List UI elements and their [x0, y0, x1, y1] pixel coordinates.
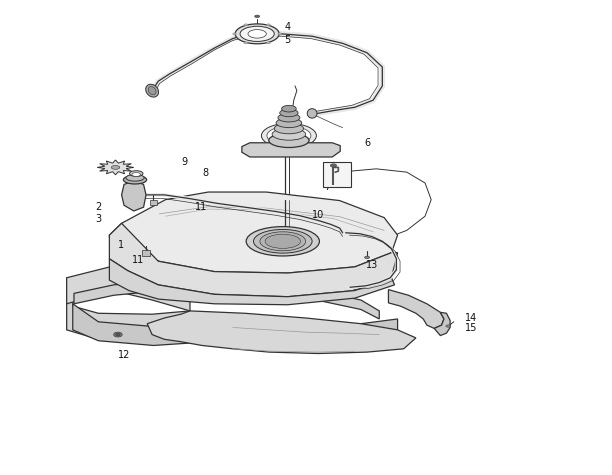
FancyBboxPatch shape [323, 162, 351, 187]
Text: 1: 1 [118, 239, 124, 249]
Polygon shape [97, 160, 134, 175]
Polygon shape [143, 250, 150, 256]
Ellipse shape [280, 109, 298, 117]
Ellipse shape [124, 175, 147, 184]
Text: 11: 11 [132, 255, 144, 265]
Ellipse shape [265, 234, 300, 248]
Ellipse shape [126, 174, 144, 181]
Polygon shape [150, 200, 157, 205]
Ellipse shape [130, 171, 143, 176]
Text: 8: 8 [202, 168, 208, 178]
Text: 15: 15 [465, 323, 477, 333]
Polygon shape [122, 180, 146, 211]
Ellipse shape [278, 33, 282, 35]
Polygon shape [389, 290, 444, 328]
Ellipse shape [248, 29, 266, 38]
Polygon shape [147, 311, 416, 353]
Text: 6: 6 [364, 138, 370, 148]
Ellipse shape [267, 126, 311, 145]
Polygon shape [435, 313, 450, 335]
Ellipse shape [114, 332, 122, 337]
Ellipse shape [282, 105, 296, 112]
Text: 16: 16 [335, 176, 348, 186]
Text: 3: 3 [95, 214, 102, 224]
Ellipse shape [307, 109, 317, 118]
Text: 13: 13 [366, 260, 378, 270]
Text: 10: 10 [312, 210, 324, 220]
Text: 11: 11 [195, 202, 207, 212]
Polygon shape [67, 262, 190, 311]
Ellipse shape [146, 84, 159, 97]
Ellipse shape [272, 128, 306, 140]
Ellipse shape [246, 227, 319, 256]
Ellipse shape [330, 164, 337, 167]
Text: 9: 9 [181, 157, 187, 167]
Polygon shape [67, 278, 190, 344]
Text: 14: 14 [465, 313, 477, 323]
Polygon shape [73, 304, 398, 349]
Polygon shape [74, 280, 379, 319]
Ellipse shape [267, 24, 271, 26]
Ellipse shape [148, 86, 156, 95]
Ellipse shape [267, 42, 271, 44]
Text: 4: 4 [285, 22, 291, 32]
Ellipse shape [365, 256, 370, 258]
Ellipse shape [116, 333, 121, 336]
Ellipse shape [261, 124, 316, 148]
Polygon shape [110, 259, 395, 305]
Ellipse shape [276, 118, 302, 128]
Polygon shape [110, 223, 398, 297]
Ellipse shape [111, 165, 120, 169]
Text: 7: 7 [324, 182, 330, 192]
Ellipse shape [244, 42, 248, 44]
Ellipse shape [253, 229, 312, 253]
Ellipse shape [260, 232, 306, 251]
Ellipse shape [278, 114, 300, 122]
Ellipse shape [255, 15, 259, 18]
Ellipse shape [240, 26, 274, 41]
Polygon shape [242, 143, 340, 157]
Ellipse shape [269, 133, 309, 148]
Ellipse shape [233, 33, 236, 35]
Text: 5: 5 [285, 35, 291, 45]
Ellipse shape [132, 172, 141, 176]
Ellipse shape [235, 24, 279, 44]
Polygon shape [122, 192, 398, 273]
Text: 12: 12 [118, 350, 130, 360]
Ellipse shape [244, 24, 248, 26]
Ellipse shape [446, 325, 450, 327]
Text: 2: 2 [95, 202, 102, 212]
Ellipse shape [274, 124, 304, 134]
Polygon shape [110, 223, 159, 285]
